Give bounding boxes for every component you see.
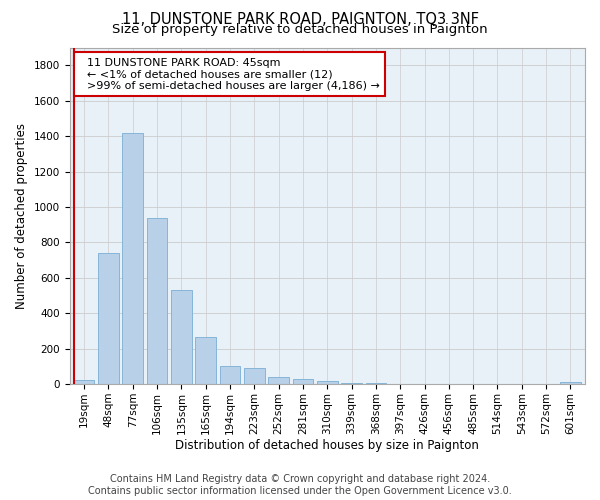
- Bar: [293, 379, 313, 384]
- Bar: [317, 380, 338, 384]
- Bar: [98, 253, 119, 384]
- X-axis label: Distribution of detached houses by size in Paignton: Distribution of detached houses by size …: [175, 440, 479, 452]
- Bar: [560, 382, 581, 384]
- Bar: [122, 132, 143, 384]
- Y-axis label: Number of detached properties: Number of detached properties: [15, 123, 28, 309]
- Bar: [74, 380, 94, 384]
- Bar: [196, 337, 216, 384]
- Bar: [268, 376, 289, 384]
- Bar: [171, 290, 192, 384]
- Bar: [244, 368, 265, 384]
- Bar: [220, 366, 241, 384]
- Bar: [341, 383, 362, 384]
- Text: 11 DUNSTONE PARK ROAD: 45sqm
  ← <1% of detached houses are smaller (12)
  >99% : 11 DUNSTONE PARK ROAD: 45sqm ← <1% of de…: [80, 58, 380, 91]
- Text: Size of property relative to detached houses in Paignton: Size of property relative to detached ho…: [112, 24, 488, 36]
- Text: 11, DUNSTONE PARK ROAD, PAIGNTON, TQ3 3NF: 11, DUNSTONE PARK ROAD, PAIGNTON, TQ3 3N…: [121, 12, 479, 28]
- Text: Contains HM Land Registry data © Crown copyright and database right 2024.
Contai: Contains HM Land Registry data © Crown c…: [88, 474, 512, 496]
- Bar: [147, 218, 167, 384]
